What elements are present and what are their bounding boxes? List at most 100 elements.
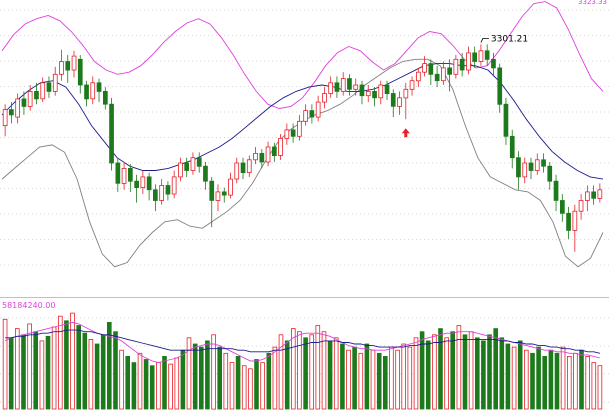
lower-band-line <box>1 58 604 268</box>
volume-bar-down <box>517 340 523 410</box>
volume-bar-down <box>162 356 167 410</box>
volume-bar-up <box>585 356 590 410</box>
volume-bar-up <box>413 337 419 410</box>
volume-bar-up <box>389 346 394 410</box>
volume-bar-up <box>597 365 603 410</box>
candle-up <box>278 137 283 156</box>
volume-bar-down <box>254 359 259 410</box>
volume-bar-down <box>82 332 88 410</box>
candle-up <box>71 55 77 71</box>
volume-bar-up <box>573 352 578 410</box>
volume-bar-up <box>88 339 94 410</box>
volume-bar-up <box>39 340 45 410</box>
middle-band-line <box>1 63 604 180</box>
volume-bar-up <box>51 326 57 410</box>
volume-bar-down <box>235 356 241 410</box>
volume-bar-down <box>462 334 468 410</box>
volume-bar-up <box>591 362 597 410</box>
volume-bar-up <box>186 337 192 410</box>
volume-bar-up <box>70 312 75 410</box>
candle-up <box>409 80 415 90</box>
volume-bar-down <box>64 320 69 410</box>
volume-bar-down <box>149 365 155 410</box>
candle-up <box>397 97 402 107</box>
volume-bar-down <box>327 340 333 410</box>
candle-up <box>171 176 177 195</box>
volume-bar-down <box>487 334 492 410</box>
candle-down <box>271 146 277 157</box>
volume-bar-up <box>229 362 235 410</box>
candle-down <box>134 180 139 188</box>
volume-bar-down <box>8 337 14 410</box>
candle-down <box>390 93 396 107</box>
candle-up <box>572 210 578 231</box>
candle-down <box>109 103 114 164</box>
candle-down <box>547 165 553 182</box>
top-right-label: 3323.33 <box>578 0 607 6</box>
volume-bar-up <box>119 349 124 410</box>
volume-bar-up <box>432 334 437 410</box>
candle-down <box>146 176 152 191</box>
candle-down <box>309 110 315 118</box>
volume-bar-down <box>94 343 100 410</box>
candle-up <box>2 109 8 126</box>
volume-bar-down <box>266 352 272 410</box>
candle-down <box>203 165 208 182</box>
candle-down <box>184 162 189 171</box>
volume-bar-up <box>168 363 173 410</box>
candle-up <box>578 200 584 212</box>
volume-bar-up <box>511 346 517 410</box>
volume-bar-up <box>174 357 180 410</box>
candle-up <box>315 101 321 118</box>
volume-bar-down <box>579 349 584 410</box>
candle-up <box>328 82 334 94</box>
candle-up <box>246 159 252 174</box>
candle-down <box>428 63 434 75</box>
volume-bar-up <box>27 323 32 410</box>
volume-bar-down <box>180 349 186 410</box>
volume-bar-down <box>425 340 431 410</box>
candle-down <box>165 185 171 195</box>
max-price-label: 3301.21 <box>491 34 528 44</box>
volume-bar-up <box>444 337 449 410</box>
candle-down <box>484 50 490 60</box>
volume-bar-down <box>303 337 308 410</box>
candle-down <box>21 98 27 107</box>
candle-up <box>228 178 233 196</box>
candle-up <box>40 82 46 100</box>
candle-up <box>403 88 409 99</box>
upper-band-line <box>1 1 604 109</box>
candle-down <box>459 58 465 71</box>
candle-down <box>8 109 14 116</box>
volume-bar-down <box>481 340 486 410</box>
volume-bar-up <box>14 328 20 410</box>
volume-bar-up <box>260 362 265 410</box>
volume-bar-down <box>217 346 223 410</box>
candle-down <box>152 189 158 201</box>
candle-down <box>290 129 296 137</box>
candle-up <box>265 146 271 163</box>
volume-bar-up <box>333 337 339 410</box>
volume-ma-long-line <box>5 329 601 354</box>
candle-down <box>447 67 453 75</box>
candle-up <box>27 91 33 107</box>
candle-up <box>52 73 58 92</box>
candle-up <box>303 110 309 122</box>
volume-ma-short-line <box>4 321 601 364</box>
candle-down <box>221 191 227 196</box>
candle-up <box>422 63 427 73</box>
candle-down <box>34 91 39 100</box>
volume-bar-down <box>382 356 388 410</box>
candle-up <box>253 152 258 161</box>
volume-bar-up <box>278 334 284 410</box>
volume-bar-up <box>468 331 474 410</box>
candle-up <box>340 78 346 92</box>
candle-down <box>103 91 108 105</box>
candle-up <box>59 61 64 75</box>
candle-down <box>566 212 571 231</box>
volume-bar-down <box>107 321 112 410</box>
volume-bar-up <box>395 349 400 410</box>
volume-bar-up <box>346 349 351 410</box>
price-panel: 3301.21 3323.33 <box>0 0 609 298</box>
volume-bar-down <box>542 356 547 410</box>
